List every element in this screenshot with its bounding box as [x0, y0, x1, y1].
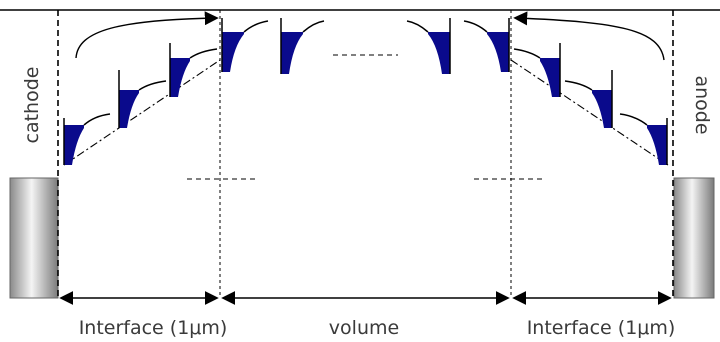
potential-well-left-4: [221, 18, 269, 72]
potential-well-volume-right: [406, 18, 451, 74]
anode-label: anode: [691, 75, 713, 134]
potential-well-volume-left: [280, 18, 325, 74]
left-curved-arrow: [75, 11, 219, 59]
potential-well-left-1: [63, 113, 111, 165]
anode-electrode: [673, 177, 715, 299]
interface-left-label: Interface (1μm): [79, 317, 228, 339]
potential-well-right-2: [564, 70, 613, 128]
potential-well-right-1: [619, 113, 668, 165]
left-slope-line: [63, 59, 221, 166]
cathode-electrode: [9, 177, 59, 299]
potential-well-left-2: [118, 70, 167, 128]
right-curved-arrow: [513, 11, 665, 61]
volume-label: volume: [329, 317, 399, 339]
potential-well-left-3: [169, 43, 218, 97]
right-slope-line: [510, 59, 669, 166]
potential-well-right-4: [463, 18, 510, 72]
potential-well-right-3: [513, 43, 561, 97]
cathode-label: cathode: [21, 67, 43, 144]
interface-right-label: Interface (1μm): [527, 317, 676, 339]
